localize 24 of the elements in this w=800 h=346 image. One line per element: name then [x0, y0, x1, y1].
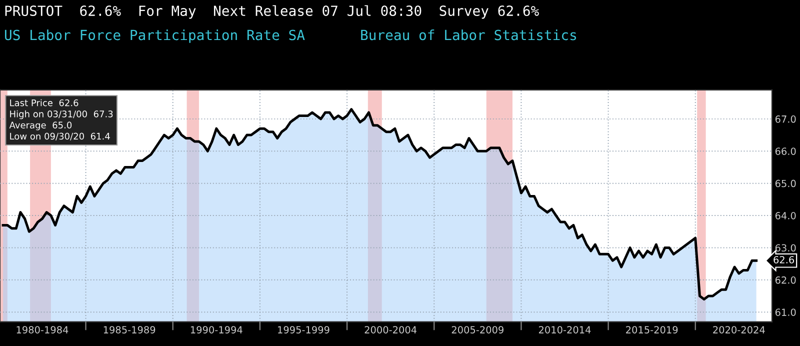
text: 62.6: [774, 256, 794, 264]
text: Bureau of Labor Statistics: [361, 29, 576, 40]
x-tick-label: 2010-2014: [538, 326, 591, 334]
x-tick-label: 2000-2004: [364, 326, 417, 334]
y-tick-label: 63.0: [775, 244, 796, 252]
y-tick-label: 67.0: [775, 115, 796, 123]
chart-title: PRUSTOT 62.6% For May Next Release 07 Jul 08:30 Survey 62.6%: [5, 5, 539, 19]
y-tick-label: 65.0: [775, 180, 796, 188]
annotation: Low on 09/30/20 61.4: [10, 132, 110, 140]
x-tick-label: 1980-1984: [16, 326, 68, 334]
y-tick-label: 61.0: [775, 308, 796, 316]
x-tick-label: 2020-2024: [713, 326, 765, 334]
y-tick-label: 66.0: [775, 148, 796, 155]
x-tick-label: 1985-1989: [104, 326, 156, 334]
chart-subtitle: US Labor Force Participation Rate SA: [4, 29, 305, 43]
y-tick-label: 62.0: [775, 276, 796, 284]
annotation: High on 03/31/00 67.3: [10, 110, 113, 120]
annotation: Average 65.0: [9, 122, 72, 130]
x-tick-label: 2015-2019: [626, 326, 678, 334]
y-tick-label: 64.0: [775, 212, 796, 220]
x-tick-label: 2005-2009: [452, 326, 504, 334]
annotation: Last Price 62.6: [10, 99, 78, 106]
x-tick-label: 1990-1994: [190, 326, 242, 334]
x-tick-label: 1995-1999: [278, 326, 330, 334]
